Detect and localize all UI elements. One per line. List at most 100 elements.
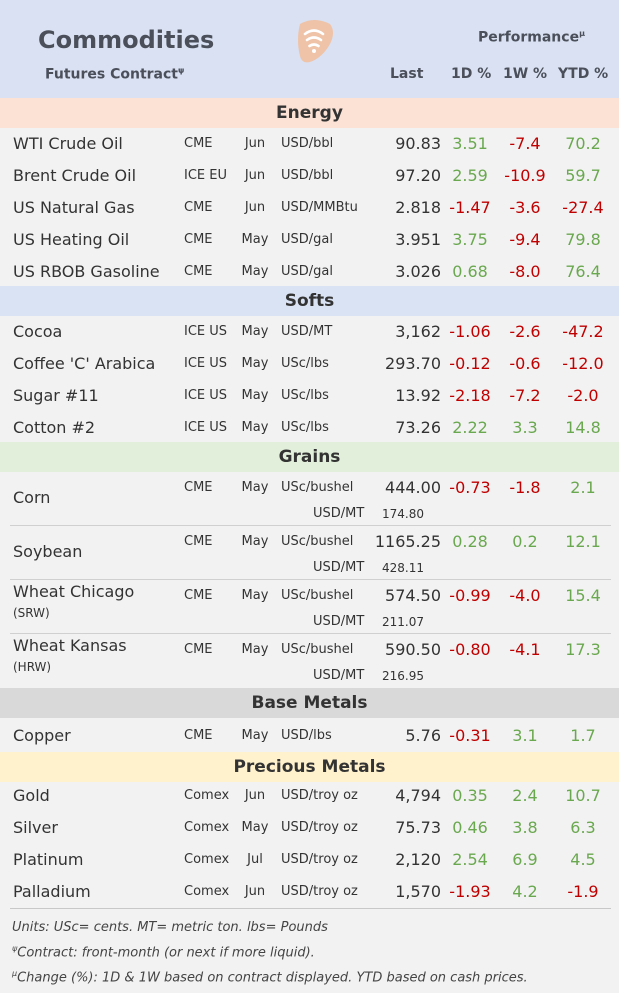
- quote-unit: USc/bushel: [281, 480, 354, 495]
- col-1w: 1W %: [503, 66, 548, 82]
- section-energy: Energy: [0, 98, 619, 128]
- change-ytd: 4.5: [570, 850, 596, 869]
- section-base-metals: Base Metals: [0, 688, 619, 718]
- contract-month: May: [241, 728, 269, 743]
- change-1d: -0.73: [449, 478, 491, 497]
- quote-unit: USD/lbs: [281, 728, 332, 743]
- contract-month: May: [241, 232, 269, 247]
- quote-unit: USD/MMBtu: [281, 200, 358, 215]
- change-ytd: 17.3: [565, 640, 601, 659]
- section-softs: Softs: [0, 286, 619, 316]
- change-1w: -9.4: [509, 230, 541, 249]
- commodity-name: US RBOB Gasoline: [13, 262, 160, 281]
- last-price: 1,570: [395, 882, 441, 901]
- footnote-change: µChange (%): 1D & 1W based on contract d…: [12, 969, 528, 985]
- section-precious-metals: Precious Metals: [0, 752, 619, 782]
- exchange: ICE US: [184, 420, 228, 435]
- change-1d: 2.22: [452, 418, 488, 437]
- exchange: CME: [184, 232, 213, 247]
- last-price: 97.20: [395, 166, 441, 185]
- section-grains: Grains: [0, 442, 619, 472]
- change-1w: -2.6: [509, 322, 541, 341]
- change-ytd: 2.1: [570, 478, 596, 497]
- commodity-name: Coffee 'C' Arabica: [13, 354, 156, 373]
- commodity-name: Palladium: [13, 882, 91, 901]
- exchange: CME: [184, 642, 213, 657]
- exchange: CME: [184, 200, 213, 215]
- commodity-name: Sugar #11: [13, 386, 99, 405]
- exchange: CME: [184, 588, 213, 603]
- change-1d: 2.59: [452, 166, 488, 185]
- commodity-name: Brent Crude Oil: [13, 166, 137, 185]
- change-ytd: 79.8: [565, 230, 601, 249]
- table-row: Gold Comex Jun USD/troy oz 4,794 0.35 2.4 10.7: [0, 780, 619, 812]
- change-1w: -0.6: [509, 354, 541, 373]
- change-1d: 3.51: [452, 134, 488, 153]
- change-1w: 6.9: [512, 850, 538, 869]
- change-ytd: 70.2: [565, 134, 601, 153]
- contract-month: Jun: [244, 788, 266, 803]
- footnote-units: Units: USc= cents. MT= metric ton. lbs= …: [12, 920, 328, 935]
- contract-month: May: [241, 480, 269, 495]
- contract-month: Jun: [244, 884, 266, 899]
- change-ytd: 14.8: [565, 418, 601, 437]
- change-1w: 2.4: [512, 786, 538, 805]
- change-ytd: 1.7: [570, 726, 596, 745]
- col-1d: 1D %: [451, 66, 492, 82]
- last-price: 3.951: [395, 230, 441, 249]
- last-price: 75.73: [395, 818, 441, 837]
- exchange: CME: [184, 480, 213, 495]
- commodity-name: Cocoa: [13, 322, 63, 341]
- change-1w: -1.8: [509, 478, 541, 497]
- change-1d: 0.68: [452, 262, 488, 281]
- exchange: ICE US: [184, 324, 228, 339]
- exchange: Comex: [184, 884, 230, 899]
- quote-unit-metric: USD/MT: [313, 560, 365, 575]
- table-row: Wheat Kansas (HRW) CME May USc/bushel 590.50-…: [0, 634, 619, 688]
- wifi-badge-icon: [298, 20, 333, 63]
- quote-unit: USD/bbl: [281, 136, 334, 151]
- exchange: CME: [184, 728, 213, 743]
- table-row: Platinum Comex Jul USD/troy oz 2,120 2.54 6.9 4…: [0, 844, 619, 876]
- last-price: 1165.25: [374, 532, 441, 551]
- contract-month: May: [241, 420, 269, 435]
- change-1d: -1.06: [449, 322, 491, 341]
- change-1w: 4.2: [512, 882, 538, 901]
- last-price: 73.26: [395, 418, 441, 437]
- last-price: 3.026: [395, 262, 441, 281]
- change-ytd: -12.0: [562, 354, 604, 373]
- page-title: Commodities: [38, 26, 215, 54]
- contract-month: Jul: [247, 852, 263, 867]
- table-row: Cocoa ICE US May USD/MT 3,162 -1.06 -2.6 -47.2: [0, 316, 619, 348]
- change-1w: -7.4: [509, 134, 541, 153]
- commodity-grade: (HRW): [13, 660, 52, 674]
- change-1w: -4.1: [509, 640, 541, 659]
- commodity-name: WTI Crude Oil: [13, 134, 123, 153]
- col-ytd: YTD %: [558, 66, 609, 82]
- change-1d: 0.35: [452, 786, 488, 805]
- change-1w: 3.1: [512, 726, 538, 745]
- change-1w: -3.6: [509, 198, 541, 217]
- quote-unit: USc/bushel: [281, 588, 354, 603]
- change-ytd: -27.4: [562, 198, 604, 217]
- change-ytd: 15.4: [565, 586, 601, 605]
- table-row: Silver Comex May USD/troy oz 75.73 0.46 3.8 6.3: [0, 812, 619, 844]
- table-header: Commodities Futures Contractψ Performanc…: [0, 0, 619, 98]
- contract-month: May: [241, 534, 269, 549]
- quote-unit: USD/troy oz: [281, 788, 358, 803]
- commodity-name: Silver: [13, 818, 58, 837]
- footnote-contract: ψContract: front-month (or next if more …: [12, 944, 315, 960]
- last-price: 444.00: [385, 478, 441, 497]
- change-1d: 0.46: [452, 818, 488, 837]
- change-1d: -0.80: [449, 640, 491, 659]
- quote-unit-metric: USD/MT: [313, 614, 365, 629]
- last-price: 3,162: [395, 322, 441, 341]
- last-price: 2.818: [395, 198, 441, 217]
- quote-unit: USc/bushel: [281, 534, 354, 549]
- contract-month: Jun: [244, 200, 266, 215]
- change-1d: -2.18: [449, 386, 491, 405]
- exchange: CME: [184, 136, 213, 151]
- last-price: 293.70: [385, 354, 441, 373]
- contract-month: May: [241, 264, 269, 279]
- exchange: CME: [184, 534, 213, 549]
